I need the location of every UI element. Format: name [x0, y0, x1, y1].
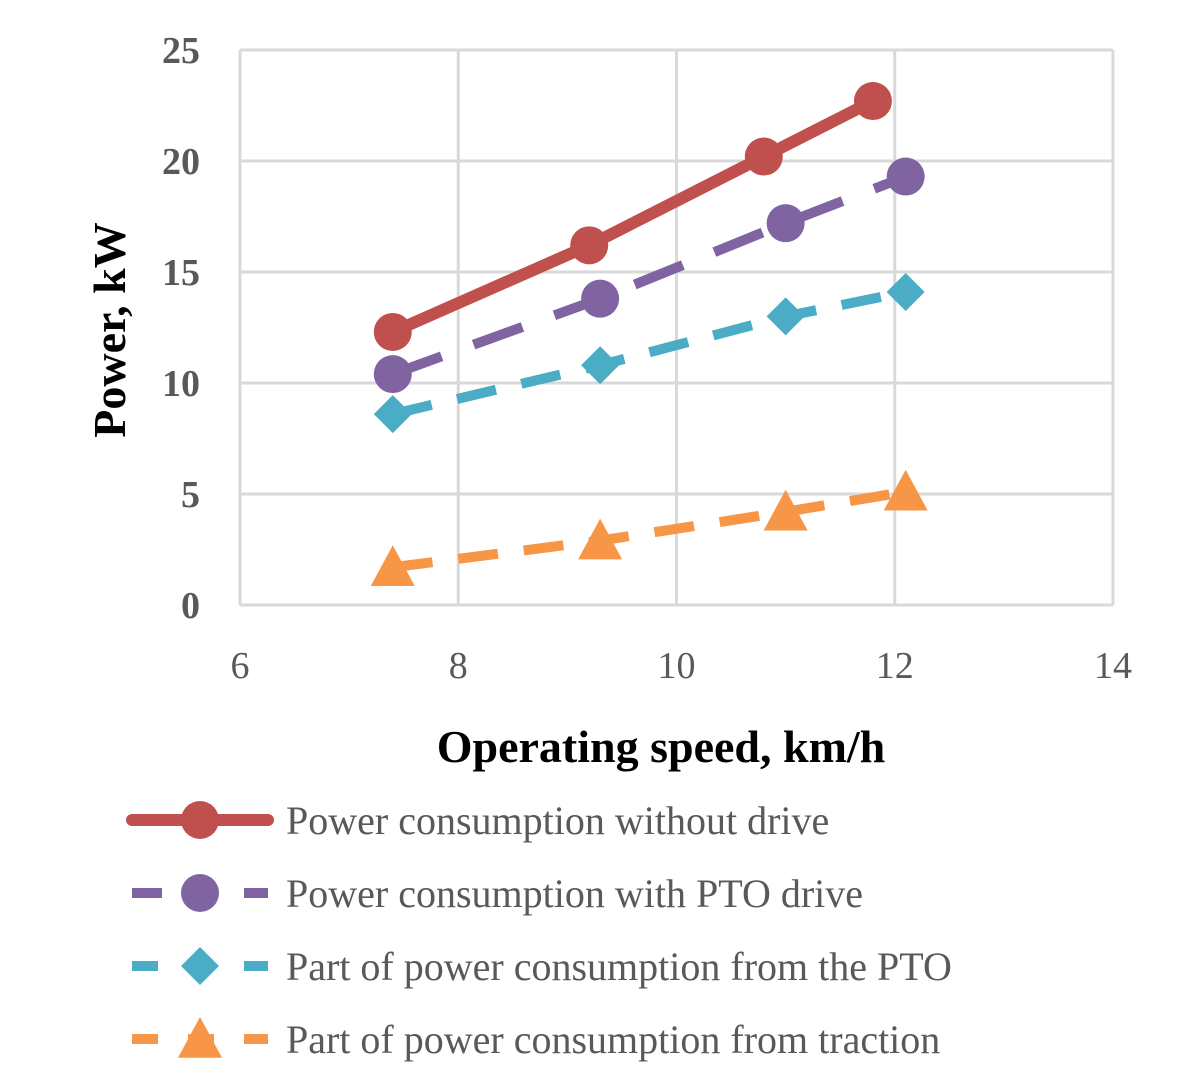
legend-label: Power consumption with PTO drive	[286, 871, 863, 916]
data-point-series-1	[744, 137, 783, 176]
legend-item-3: Part of power consumption from the PTO	[132, 944, 952, 989]
legend: Power consumption without drive Power con…	[126, 798, 952, 1062]
x-tick-label: 12	[876, 645, 914, 687]
y-axis-title: Power, kW	[84, 222, 135, 438]
y-tick-labels: 0 5 10 15 20 25	[162, 30, 200, 627]
legend-label: Power consumption without drive	[286, 798, 829, 843]
data-point-series-2	[581, 279, 620, 318]
x-axis-title: Operating speed, km/h	[437, 721, 886, 772]
data-point-series-4	[763, 489, 808, 531]
series-line-3	[391, 287, 907, 419]
data-point-series-2	[373, 355, 412, 394]
legend-swatch-marker	[181, 801, 219, 839]
series-line-4	[392, 486, 907, 573]
series-line-1	[386, 95, 879, 338]
data-point-series-4	[370, 545, 415, 586]
y-tick-label: 25	[162, 30, 200, 72]
data-point-series-3	[373, 395, 412, 434]
legend-swatch-marker	[181, 947, 219, 985]
legend-item-2: Power consumption with PTO drive	[132, 871, 863, 916]
data-point-series-3	[766, 297, 805, 336]
legend-label: Part of power consumption from the PTO	[286, 944, 952, 989]
legend-item-4: Part of power consumption from traction	[132, 1017, 940, 1062]
y-tick-label: 0	[181, 585, 200, 627]
data-point-series-3	[581, 346, 620, 385]
x-tick-labels: 6 8 10 12 14	[231, 645, 1133, 687]
data-point-series-3	[886, 272, 925, 311]
x-tick-label: 10	[658, 645, 696, 687]
data-point-series-4	[883, 469, 928, 511]
data-point-series-1	[373, 312, 412, 351]
series-line-2	[391, 171, 908, 379]
data-point-series-1	[570, 226, 609, 265]
y-tick-label: 20	[162, 141, 200, 183]
grid	[238, 48, 1115, 607]
data-point-series-1	[853, 82, 892, 121]
y-tick-label: 15	[162, 252, 200, 294]
data-point-series-4	[578, 518, 623, 560]
data-point-series-2	[766, 204, 805, 243]
x-tick-label: 14	[1094, 645, 1132, 687]
x-tick-label: 8	[449, 645, 468, 687]
series-lines	[386, 95, 908, 573]
series-markers	[370, 82, 928, 586]
data-point-series-2	[886, 157, 925, 196]
y-tick-label: 5	[181, 474, 200, 516]
y-tick-label: 10	[162, 363, 200, 405]
legend-label: Part of power consumption from traction	[286, 1017, 940, 1062]
legend-swatch-marker	[181, 874, 219, 912]
legend-item-1: Power consumption without drive	[126, 798, 829, 843]
legend-swatch-marker	[178, 1017, 222, 1058]
x-tick-label: 6	[231, 645, 250, 687]
